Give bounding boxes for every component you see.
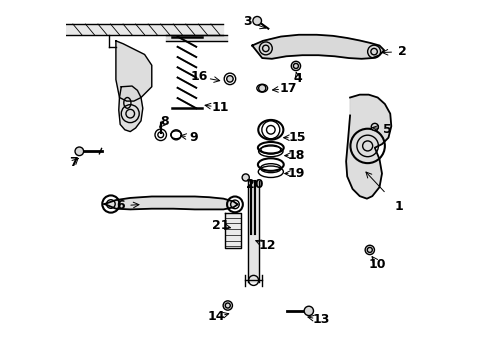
Polygon shape <box>116 41 152 101</box>
Circle shape <box>259 85 266 92</box>
Text: 1: 1 <box>394 201 403 213</box>
Circle shape <box>304 306 314 316</box>
Polygon shape <box>119 86 143 132</box>
Circle shape <box>223 301 232 310</box>
Text: 11: 11 <box>212 101 229 114</box>
Text: 15: 15 <box>288 131 306 144</box>
Text: 9: 9 <box>190 131 198 144</box>
Text: 7: 7 <box>69 156 78 169</box>
Circle shape <box>253 17 262 25</box>
Text: 10: 10 <box>369 258 387 271</box>
Circle shape <box>242 174 249 181</box>
Text: 21: 21 <box>212 219 229 233</box>
Circle shape <box>75 147 84 156</box>
Circle shape <box>227 76 233 82</box>
Circle shape <box>365 245 374 255</box>
Polygon shape <box>104 197 238 210</box>
Text: 17: 17 <box>279 82 297 95</box>
Text: 19: 19 <box>288 167 305 180</box>
Text: 13: 13 <box>313 313 330 327</box>
Text: 2: 2 <box>398 45 407 58</box>
Text: 12: 12 <box>259 239 276 252</box>
Text: 16: 16 <box>191 70 208 83</box>
Text: 14: 14 <box>208 310 225 324</box>
Polygon shape <box>346 95 392 199</box>
Text: 8: 8 <box>160 116 169 129</box>
Text: 4: 4 <box>294 72 302 85</box>
Polygon shape <box>224 213 241 248</box>
Text: 3: 3 <box>244 15 252 28</box>
Text: 5: 5 <box>383 123 392 136</box>
Text: 6: 6 <box>116 199 124 212</box>
Text: 20: 20 <box>246 178 264 191</box>
Polygon shape <box>252 35 384 59</box>
Text: 18: 18 <box>288 149 305 162</box>
Circle shape <box>291 61 300 71</box>
Circle shape <box>371 123 378 131</box>
